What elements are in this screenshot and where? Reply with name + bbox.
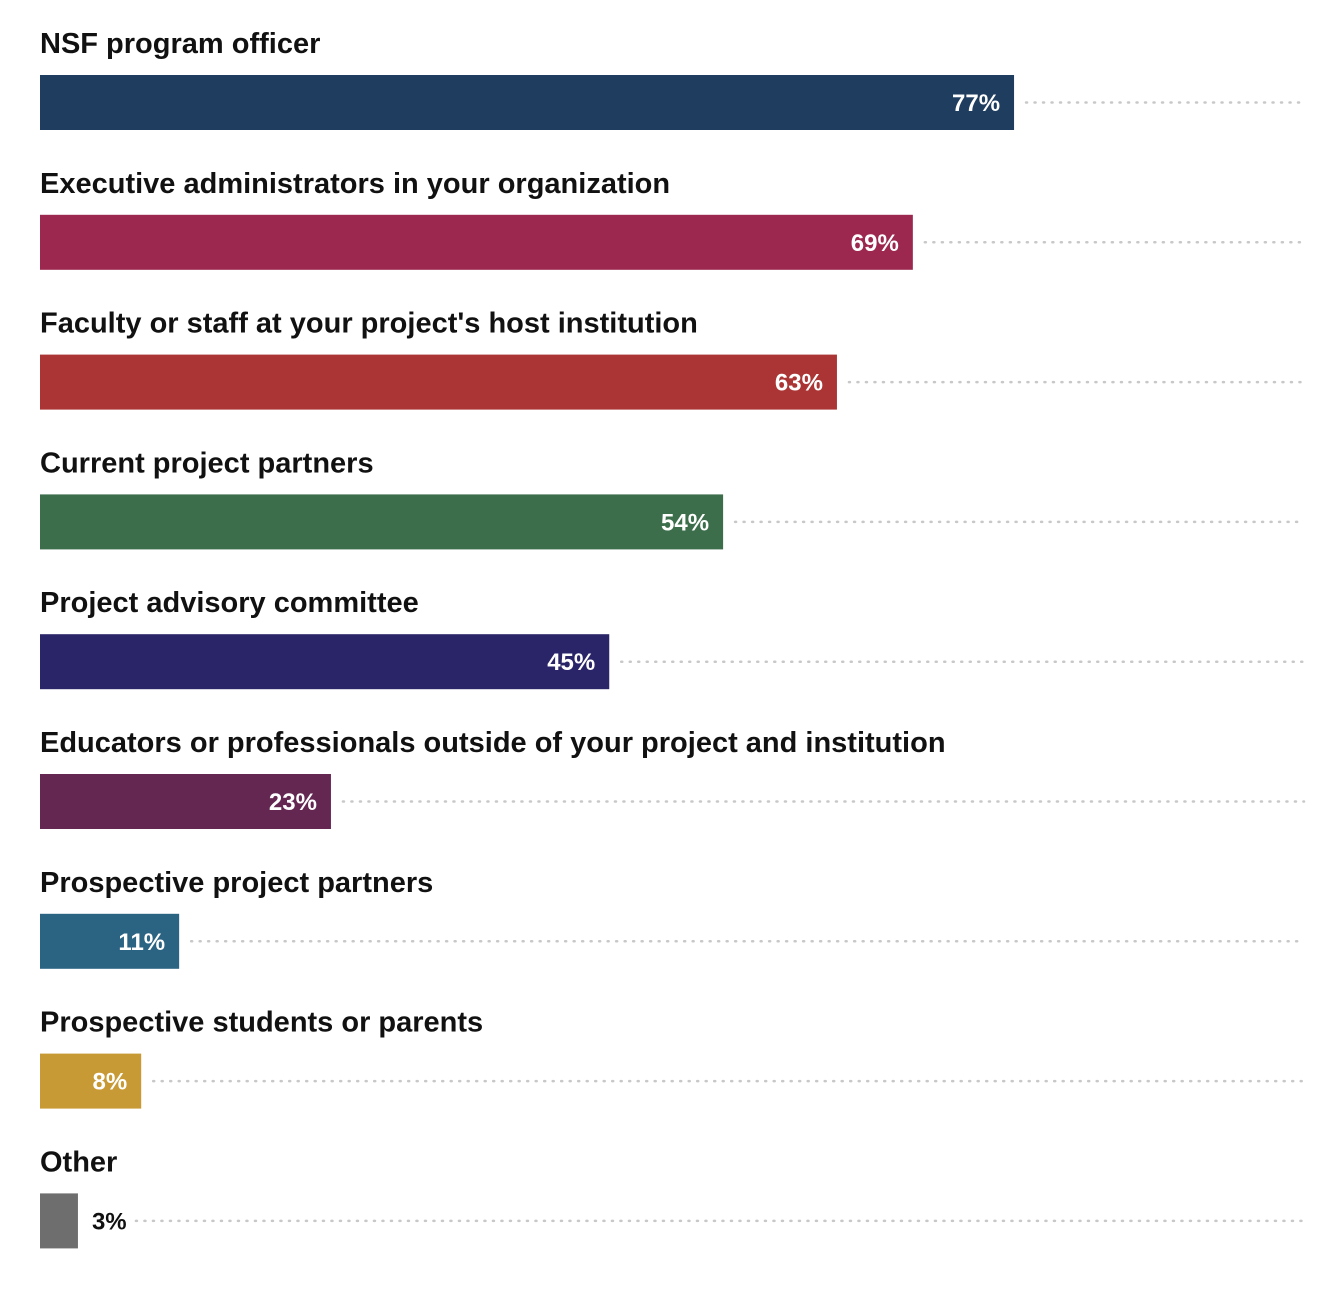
- bar-row-current-project-partners: Current project partners 54%: [40, 447, 1306, 550]
- bar-other: [40, 1193, 78, 1249]
- bar-row-prospective-project-partners: Prospective project partners 11%: [40, 867, 1306, 969]
- value-label-nsf-program-officer: 77%: [952, 90, 1000, 117]
- value-label-faculty-or-staff-at-your-project-s-host-institution: 63%: [775, 370, 823, 397]
- value-label-other: 3%: [92, 1208, 127, 1235]
- category-label-prospective-project-partners: Prospective project partners: [40, 867, 433, 899]
- bar-faculty-or-staff-at-your-project-s-host-institution: [40, 354, 837, 410]
- bar-executive-administrators-in-your-organization: [40, 214, 913, 270]
- value-label-project-advisory-committee: 45%: [547, 649, 595, 676]
- bar-nsf-program-officer: [40, 75, 1015, 130]
- bar-row-educators-or-professionals-outside-of-your-project-and-institution: Educators or professionals outside of yo…: [40, 727, 1306, 829]
- category-label-educators-or-professionals-outside-of-your-project-and-institution: Educators or professionals outside of yo…: [40, 727, 946, 759]
- bar-row-project-advisory-committee: Project advisory committee 45%: [40, 587, 1306, 690]
- bar-current-project-partners: [40, 494, 724, 550]
- value-label-educators-or-professionals-outside-of-your-project-and-institution: 23%: [269, 789, 317, 816]
- bar-row-faculty-or-staff-at-your-project-s-host-institution: Faculty or staff at your project's host …: [40, 308, 1306, 410]
- category-label-project-advisory-committee: Project advisory committee: [40, 587, 419, 619]
- bar-educators-or-professionals-outside-of-your-project-and-institution: [40, 774, 331, 829]
- bar-row-nsf-program-officer: NSF program officer 77%: [40, 28, 1306, 130]
- bar-row-executive-administrators-in-your-organization: Executive administrators in your organiz…: [40, 168, 1306, 270]
- category-label-prospective-students-or-parents: Prospective students or parents: [40, 1007, 483, 1039]
- category-label-faculty-or-staff-at-your-project-s-host-institution: Faculty or staff at your project's host …: [40, 308, 698, 340]
- value-label-prospective-project-partners: 11%: [118, 929, 165, 956]
- bar-project-advisory-committee: [40, 634, 610, 690]
- value-label-prospective-students-or-parents: 8%: [93, 1069, 128, 1096]
- value-label-current-project-partners: 54%: [661, 509, 709, 536]
- bar-prospective-students-or-parents: [40, 1053, 142, 1109]
- bar-row-other: Other 3%: [40, 1146, 1306, 1249]
- category-label-current-project-partners: Current project partners: [40, 447, 374, 479]
- bar-row-prospective-students-or-parents: Prospective students or parents 8%: [40, 1007, 1306, 1109]
- bar-prospective-project-partners: [40, 913, 180, 969]
- category-label-nsf-program-officer: NSF program officer: [40, 28, 320, 60]
- category-label-executive-administrators-in-your-organization: Executive administrators in your organiz…: [40, 168, 670, 200]
- category-label-other: Other: [40, 1146, 117, 1178]
- value-label-executive-administrators-in-your-organization: 69%: [851, 230, 899, 257]
